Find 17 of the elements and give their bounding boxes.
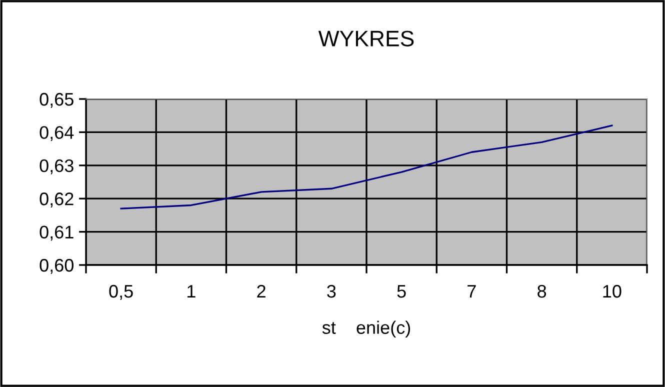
x-tick-label: 1	[188, 285, 196, 298]
y-tick-label: 0,61	[40, 226, 74, 241]
y-tick-label: 0,65	[40, 92, 74, 108]
y-tick-label: 0,62	[40, 192, 74, 208]
x-tick-label: 3	[327, 284, 336, 298]
x-tick-label: 7	[468, 285, 476, 298]
x-tick-label: 0,5	[109, 284, 133, 300]
x-tick-label: 2	[257, 284, 266, 298]
y-tick-label: 0,60	[40, 258, 74, 274]
chart-title: WYKRES	[318, 30, 414, 46]
line-series	[120, 124, 613, 210]
y-tick-label: 0,63	[40, 159, 74, 174]
x-tick-label: 5	[397, 285, 406, 298]
x-tick-label: 8	[538, 284, 546, 298]
y-tick-label: 0,64	[40, 126, 74, 142]
x-axis-title: st enie(c)	[322, 320, 410, 338]
x-tick-label: 10	[603, 284, 622, 298]
